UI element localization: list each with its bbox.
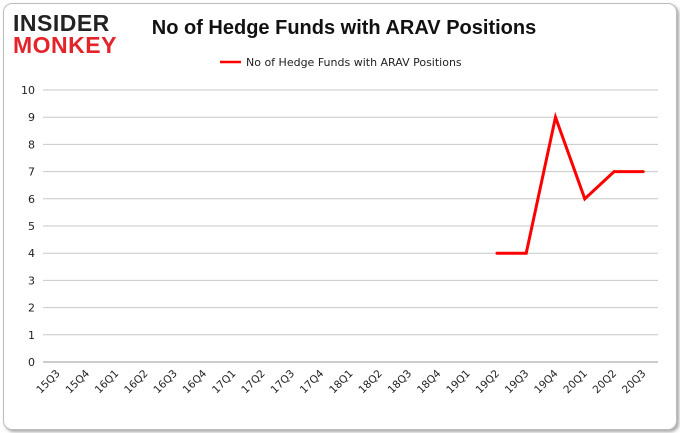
x-tick-label: 15Q3 [34,368,63,397]
y-tick-label: 10 [21,84,35,97]
x-tick-label: 20Q1 [561,368,590,397]
y-tick-label: 5 [28,220,35,233]
y-tick-label: 3 [28,274,35,287]
data-point [554,115,557,119]
data-point [612,170,616,174]
y-tick-label: 9 [28,111,35,124]
x-tick-label: 16Q2 [122,368,151,397]
y-tick-label: 7 [28,166,35,179]
x-tick-label: 17Q4 [298,367,327,396]
x-tick-label: 16Q1 [93,368,122,397]
insider-monkey-logo: INSIDER MONKEY [13,12,133,57]
x-tick-label: 17Q1 [210,368,239,397]
axes: 0 1 2 3 4 5 6 7 8 9 10 15Q3 15Q4 16Q1 16Q2 16Q3 16Q4 17Q1… [21,84,658,396]
logo-line-insider: INSIDER [13,10,110,36]
legend: No of Hedge Funds with ARAV Positions [220,56,462,69]
x-tick-label: 19Q2 [474,368,503,397]
data-point [583,197,587,201]
y-tick-label: 1 [28,329,35,342]
x-tick-label: 19Q1 [444,368,473,397]
data-point [495,251,499,255]
x-tick-label: 20Q2 [591,368,620,397]
y-tick-label: 8 [28,138,35,151]
chart-title: No of Hedge Funds with ARAV Positions [151,17,537,39]
logo-line-monkey: MONKEY [13,32,117,58]
x-tick-label: 18Q1 [327,368,356,397]
x-tick-label: 17Q2 [239,368,268,397]
legend-label: No of Hedge Funds with ARAV Positions [246,56,462,69]
x-tick-label: 15Q4 [64,367,93,396]
y-tick-label: 4 [28,247,35,260]
x-tick-label: 18Q4 [415,367,444,396]
data-point [524,251,528,255]
y-tick-label: 6 [28,193,35,206]
x-tick-label: 20Q3 [620,368,649,397]
x-tick-label: 16Q3 [151,368,180,397]
chart-frame: INSIDER MONKEY No of Hedge Funds with AR… [3,3,677,430]
x-tick-label: 19Q3 [503,368,532,397]
series-lines [495,111,645,255]
x-tick-label: 18Q3 [386,368,415,397]
x-tick-label: 17Q3 [269,368,298,397]
data-point [641,170,645,174]
gridlines [43,89,658,336]
y-tick-label: 0 [28,356,35,369]
series-line [496,111,644,255]
y-tick-label: 2 [28,302,35,315]
x-tick-label: 18Q2 [356,368,385,397]
x-tick-label: 16Q4 [181,367,210,396]
x-tick-label: 19Q4 [532,367,561,396]
